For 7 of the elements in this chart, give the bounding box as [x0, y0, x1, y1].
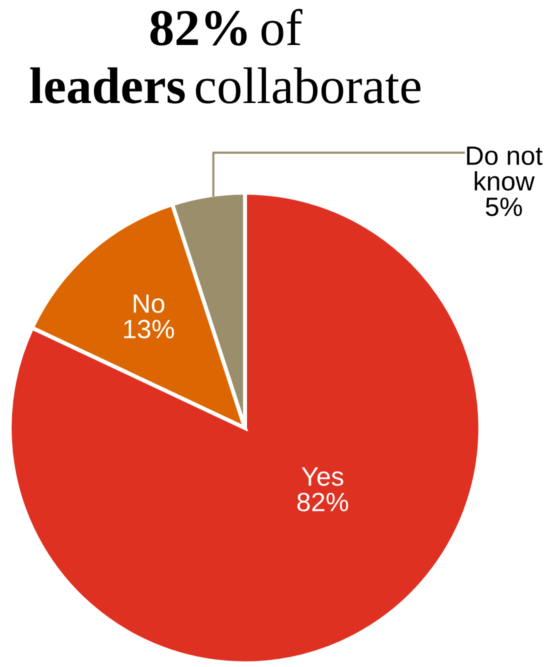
chart-title: 82% of leaders collaborate — [30, 8, 420, 104]
slice-label: Do not know — [467, 146, 543, 191]
slice-label: Yes — [302, 467, 344, 486]
slice-label: No — [134, 294, 164, 313]
data-label: 13% — [124, 320, 174, 338]
data-label: 5% — [486, 198, 522, 216]
data-label: 82% — [297, 492, 348, 512]
